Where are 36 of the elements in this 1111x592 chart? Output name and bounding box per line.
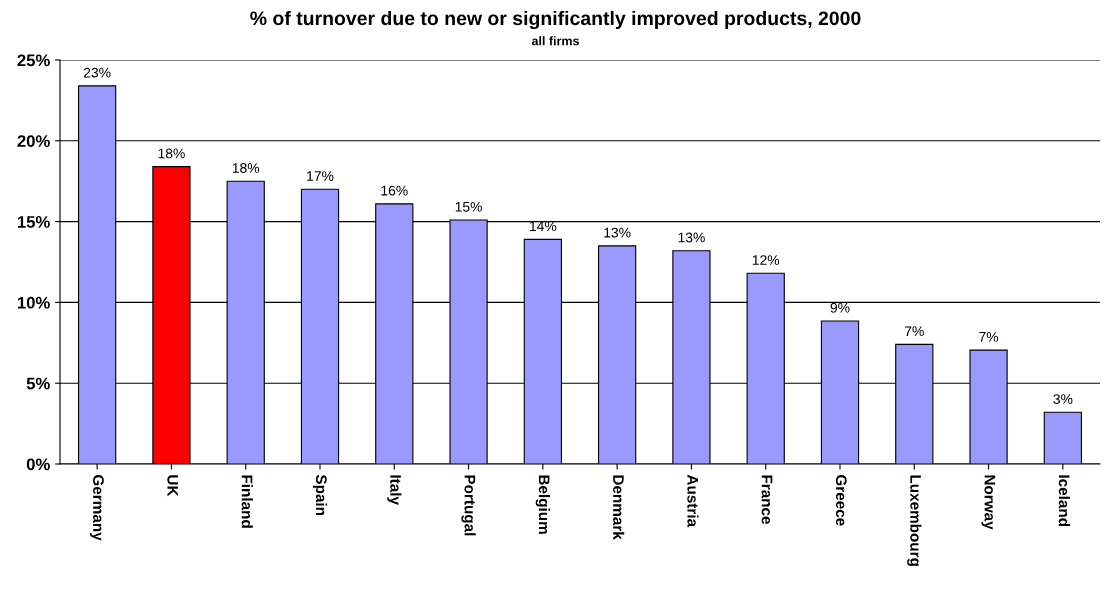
y-tick-label: 15%	[17, 216, 50, 228]
x-tick-label: Norway	[981, 475, 996, 530]
data-label: 12%	[752, 255, 780, 265]
data-label: 3%	[1053, 394, 1073, 404]
data-label: 16%	[381, 185, 408, 196]
x-tick-label: Denmark	[613, 475, 625, 540]
x-tick-label: Finland	[241, 475, 253, 528]
x-tick-label: Spain	[312, 474, 328, 516]
chart-title: % of turnover due to new or significantly improved products, 2000	[250, 10, 861, 30]
data-label: 7%	[904, 326, 924, 337]
data-label: 17%	[307, 171, 334, 181]
x-tick-label: Greece	[835, 475, 847, 526]
y-tick-label: 5%	[26, 377, 50, 390]
x-tick-label: Luxembourg	[907, 475, 922, 566]
x-tick-label: Iceland	[1058, 475, 1070, 527]
data-label: 13%	[678, 232, 705, 243]
data-label: 9%	[830, 302, 850, 313]
data-label: 14%	[530, 221, 557, 232]
y-tick-label: 25%	[17, 54, 50, 67]
data-label: 18%	[232, 163, 260, 173]
x-tick-label: France	[761, 475, 773, 524]
x-tick-label: UK	[167, 475, 178, 497]
data-label: 15%	[455, 201, 482, 212]
data-label: 18%	[158, 148, 185, 159]
x-tick-label: Austria	[687, 474, 699, 528]
chart-subtitle: all firms	[531, 36, 579, 46]
y-tick-label: 20%	[17, 135, 50, 147]
y-tick-label: 10%	[17, 296, 50, 309]
data-label: 7%	[979, 332, 999, 342]
x-tick-label: Italy	[387, 475, 402, 505]
data-label: 23%	[83, 67, 111, 78]
y-tick-label: 0%	[26, 458, 50, 471]
x-tick-label: Germany	[90, 475, 104, 541]
data-label: 13%	[604, 227, 631, 238]
x-tick-label: Portugal	[461, 475, 476, 536]
x-tick-label: Belgium	[535, 475, 551, 534]
